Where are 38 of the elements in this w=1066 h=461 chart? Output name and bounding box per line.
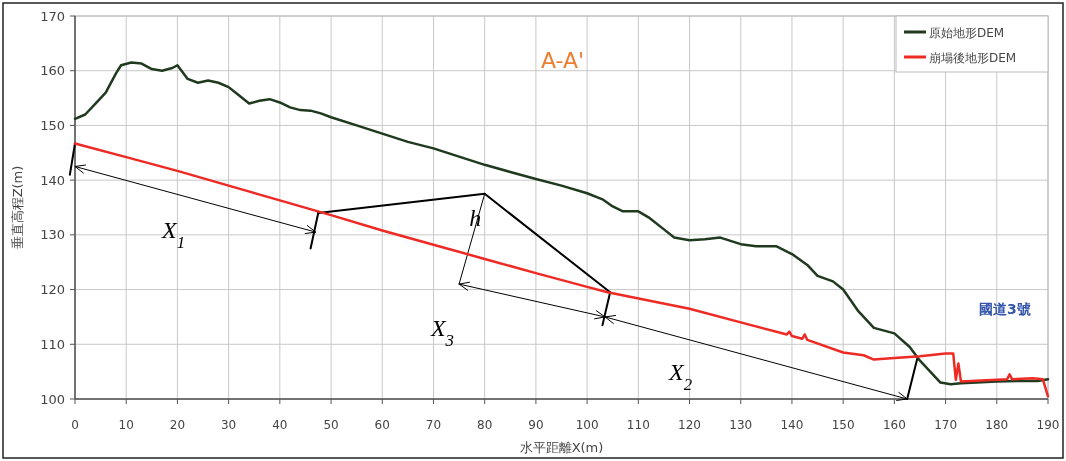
x-tick-label: 110 (626, 418, 650, 432)
x-tick-label: 40 (272, 418, 288, 432)
x-tick-label: 140 (780, 418, 804, 432)
x-tick-label: 120 (678, 418, 701, 432)
y-tick-label: 140 (40, 172, 65, 188)
x-tick-label: 180 (985, 418, 1009, 432)
annotation: X$_{1}$ (161, 216, 186, 252)
y-tick-label: 170 (40, 8, 65, 24)
x-tick-label: 30 (220, 418, 237, 432)
annotation: 國道3號 (979, 301, 1031, 318)
x-tick-label: 170 (934, 418, 958, 432)
x-tick-label: 160 (882, 418, 906, 432)
y-tick-label: 110 (40, 336, 65, 352)
y-tick-label: 160 (40, 63, 65, 79)
x-tick-label: 20 (169, 418, 186, 432)
y-tick-label: 130 (40, 227, 65, 243)
x-tick-label: 60 (374, 418, 390, 432)
x-tick-label: 10 (118, 418, 134, 432)
annotation: X$_{2}$ (668, 358, 693, 394)
x-tick-label: 130 (729, 418, 753, 432)
x-tick-label: 50 (323, 418, 339, 432)
x-tick-label: 190 (1036, 418, 1060, 432)
x-tick-label: 100 (575, 418, 599, 432)
x-tick-label: 0 (71, 418, 79, 432)
x-tick-label: 70 (425, 418, 442, 432)
x-axis-title: 水平距離X(m) (519, 440, 604, 455)
text: A-A' (541, 47, 585, 73)
legend-label: 崩塌後地形DEM (929, 50, 1017, 65)
x-tick-label: 150 (831, 418, 855, 432)
y-tick-label: 100 (40, 391, 65, 407)
y-tick-label: 150 (40, 117, 65, 133)
y-tick-label: 120 (40, 282, 65, 298)
x-tick-label: 90 (528, 418, 544, 432)
annotation: X$_{3}$ (429, 315, 454, 350)
y-axis-title: 垂直高程Z(m) (10, 165, 25, 250)
legend-label: 原始地形DEM (929, 25, 1005, 40)
x-tick-label: 80 (477, 418, 493, 432)
annotation: h (469, 204, 482, 231)
